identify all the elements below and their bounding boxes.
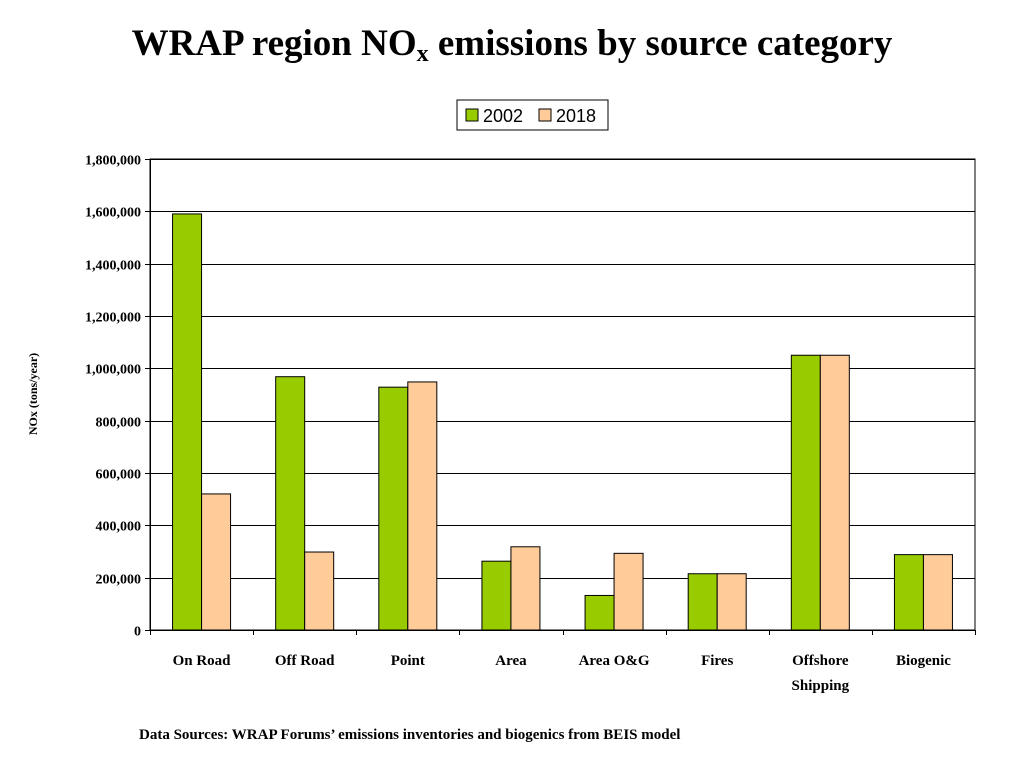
bar-2002 xyxy=(790,354,821,631)
bar-2018 xyxy=(716,573,747,631)
bar-2018 xyxy=(819,354,850,631)
bar-2002 xyxy=(584,594,615,631)
bar-2002 xyxy=(893,554,924,631)
chart-title: WRAP region NOx emissions by source cate… xyxy=(0,22,1024,68)
y-tick-label: 400,000 xyxy=(96,520,142,535)
y-tick-label: 1,000,000 xyxy=(85,363,141,378)
plot-area xyxy=(149,158,976,631)
legend-label-2002: 2002 xyxy=(483,106,523,126)
legend xyxy=(456,99,609,131)
bar-chart: 0 200,000 400,000 600,000 800,000 1,000,000 1,… xyxy=(26,99,976,694)
bar-2018 xyxy=(613,552,644,631)
y-tick-label: 0 xyxy=(134,625,141,640)
bar-2018 xyxy=(407,381,438,631)
y-tick-label: 1,800,000 xyxy=(85,154,141,169)
bar-2018 xyxy=(922,554,953,631)
title-rest: emissions by source category xyxy=(428,23,893,64)
bar-2002 xyxy=(481,560,512,631)
y-axis-label: NOx (tons/year) xyxy=(26,353,40,435)
y-tick-label: 1,600,000 xyxy=(85,206,141,221)
legend-label-2018: 2018 xyxy=(556,106,596,126)
y-tick-label: 600,000 xyxy=(96,468,142,483)
bar-2018 xyxy=(201,493,232,631)
x-tick-label: On Road xyxy=(173,653,232,669)
x-tick-label: Biogenic xyxy=(896,653,951,669)
legend-swatch-2018 xyxy=(538,108,552,122)
x-tick-label: Offshore xyxy=(792,653,849,669)
y-tick-label: 1,200,000 xyxy=(85,311,141,326)
x-tick-label: Area O&G xyxy=(579,653,650,669)
x-tick-label: Shipping xyxy=(792,678,850,694)
x-tick-label: Point xyxy=(391,653,425,669)
legend-swatch-2002 xyxy=(465,108,479,122)
y-tick-label: 200,000 xyxy=(96,573,142,588)
x-tick-label: Area xyxy=(495,653,527,669)
bar-2002 xyxy=(275,376,306,631)
x-tick-label: Off Road xyxy=(275,653,335,669)
bar-2018 xyxy=(304,551,335,631)
y-tick-label: 1,400,000 xyxy=(85,259,141,274)
title-subscript: x xyxy=(416,41,429,67)
y-tick-label: 800,000 xyxy=(96,416,142,431)
title-main: WRAP region NO xyxy=(131,23,417,64)
bar-2002 xyxy=(172,213,203,631)
data-source-note: Data Sources: WRAP Forums’ emissions inv… xyxy=(139,727,681,743)
x-tick-label: Fires xyxy=(701,653,733,669)
bar-2018 xyxy=(510,546,541,631)
bar-2002 xyxy=(378,386,409,631)
bar-2002 xyxy=(687,573,718,631)
